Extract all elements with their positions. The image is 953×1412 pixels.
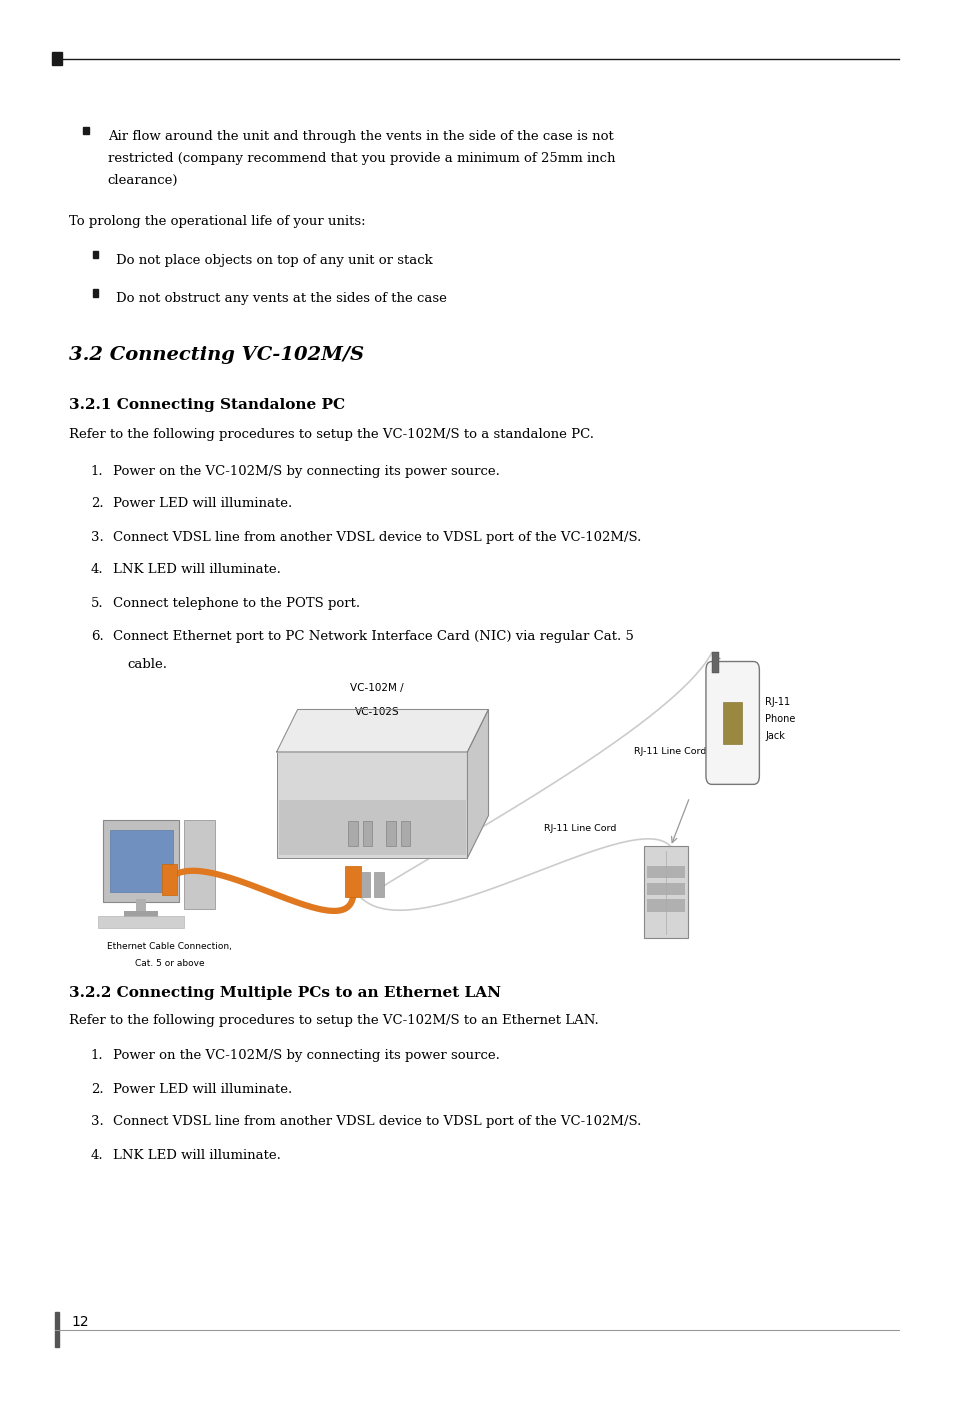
Text: 6.: 6. (91, 630, 103, 642)
Text: VC-102S: VC-102S (283, 813, 300, 818)
Text: Do not place objects on top of any unit or stack: Do not place objects on top of any unit … (116, 254, 433, 267)
Text: LNK LED will illuminate.: LNK LED will illuminate. (112, 1149, 280, 1162)
Bar (92, 251, 98, 258)
Text: 4.: 4. (91, 1149, 103, 1162)
Text: Connect telephone to the POTS port.: Connect telephone to the POTS port. (112, 597, 359, 610)
Bar (55, 1312, 59, 1347)
Text: RJ-11 Line Cord: RJ-11 Line Cord (543, 825, 616, 833)
Text: RJ-11 Line Cord: RJ-11 Line Cord (634, 747, 706, 755)
Text: 1.: 1. (91, 465, 103, 477)
Text: VC-102S: VC-102S (282, 846, 297, 849)
Bar (374, 871, 383, 898)
Text: VC-102M /: VC-102M / (350, 682, 403, 692)
Text: Jack: Jack (764, 730, 784, 741)
Text: To prolong the operational life of your units:: To prolong the operational life of your … (69, 215, 365, 227)
Bar (362, 820, 372, 846)
FancyBboxPatch shape (705, 661, 759, 785)
Bar (386, 820, 395, 846)
Text: Refer to the following procedures to setup the VC-102M/S to a standalone PC.: Refer to the following procedures to set… (69, 428, 593, 441)
Text: Do not obstruct any vents at the sides of the case: Do not obstruct any vents at the sides o… (116, 292, 447, 305)
Text: LNK LED will illuminate.: LNK LED will illuminate. (112, 563, 280, 576)
Text: 5.: 5. (91, 597, 103, 610)
Bar (278, 799, 465, 854)
Bar (348, 820, 357, 846)
Text: 3.2.2 Connecting Multiple PCs to an Ethernet LAN: 3.2.2 Connecting Multiple PCs to an Ethe… (69, 986, 500, 1000)
Text: Connect VDSL line from another VDSL device to VDSL port of the VC-102M/S.: Connect VDSL line from another VDSL devi… (112, 531, 640, 544)
Bar (110, 830, 172, 892)
Bar (400, 820, 410, 846)
Bar (83, 127, 89, 134)
Text: cable.: cable. (127, 658, 167, 671)
Text: 2.: 2. (91, 1083, 103, 1096)
Text: Air flow around the unit and through the vents in the side of the case is not: Air flow around the unit and through the… (108, 130, 613, 143)
Text: Refer to the following procedures to setup the VC-102M/S to an Ethernet LAN.: Refer to the following procedures to set… (69, 1014, 598, 1027)
Text: Phone: Phone (764, 713, 795, 724)
Bar (98, 916, 184, 928)
Bar (646, 882, 684, 895)
Text: Power on the VC-102M/S by connecting its power source.: Power on the VC-102M/S by connecting its… (112, 465, 499, 477)
Text: 12: 12 (71, 1315, 89, 1329)
Bar (345, 866, 360, 898)
Bar (711, 652, 719, 674)
Text: PLANET: PLANET (283, 805, 305, 809)
Text: Ethernet over VDSL Converter: Ethernet over VDSL Converter (342, 846, 401, 849)
Text: Power LED will illuminate.: Power LED will illuminate. (112, 1083, 292, 1096)
Bar (646, 899, 684, 912)
Bar (103, 820, 179, 902)
Text: 3.2 Connecting VC-102M/S: 3.2 Connecting VC-102M/S (69, 346, 363, 364)
Text: clearance): clearance) (108, 174, 178, 186)
Bar (360, 871, 370, 898)
Text: 3.2.1 Connecting Standalone PC: 3.2.1 Connecting Standalone PC (69, 398, 344, 412)
Text: restricted (company recommend that you provide a minimum of 25mm inch: restricted (company recommend that you p… (108, 151, 615, 165)
Polygon shape (276, 710, 488, 751)
Bar (276, 751, 467, 857)
Text: Cat. 5 or above: Cat. 5 or above (135, 959, 204, 967)
Bar (643, 846, 687, 938)
Polygon shape (467, 710, 488, 857)
Bar (184, 820, 214, 909)
Bar (722, 702, 741, 744)
Text: 4.: 4. (91, 563, 103, 576)
Text: RJ-11: RJ-11 (764, 696, 789, 707)
Bar (124, 911, 158, 919)
Text: VC-102S: VC-102S (355, 707, 398, 717)
Text: 3.: 3. (91, 1115, 103, 1128)
Bar (52, 52, 62, 65)
Bar (136, 899, 146, 914)
Text: 2.: 2. (91, 497, 103, 510)
Text: Power on the VC-102M/S by connecting its power source.: Power on the VC-102M/S by connecting its… (112, 1049, 499, 1062)
Bar (92, 289, 98, 297)
Bar (162, 864, 177, 895)
Text: Connect VDSL line from another VDSL device to VDSL port of the VC-102M/S.: Connect VDSL line from another VDSL devi… (112, 1115, 640, 1128)
Text: Power LED will illuminate.: Power LED will illuminate. (112, 497, 292, 510)
Text: 1.: 1. (91, 1049, 103, 1062)
Text: Connect Ethernet port to PC Network Interface Card (NIC) via regular Cat. 5: Connect Ethernet port to PC Network Inte… (112, 630, 633, 642)
Text: Ethernet Cable Connection,: Ethernet Cable Connection, (108, 942, 232, 950)
Bar (646, 866, 684, 878)
Text: 3.: 3. (91, 531, 103, 544)
